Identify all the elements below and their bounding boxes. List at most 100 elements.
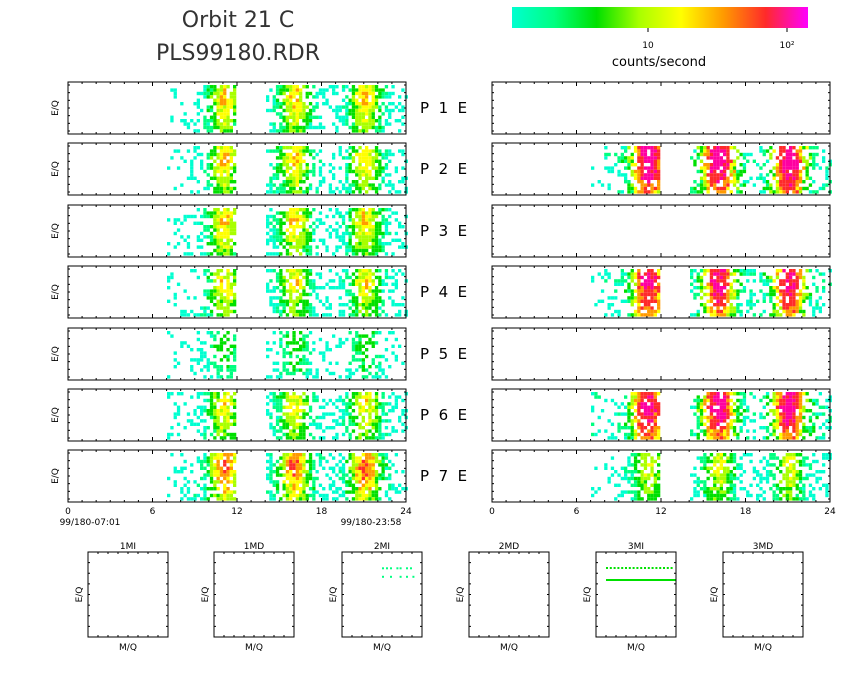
heat-cell — [285, 361, 290, 365]
heat-cell — [355, 125, 359, 130]
heat-cell — [384, 282, 389, 286]
heat-cell — [709, 279, 714, 283]
heat-cell — [709, 405, 714, 409]
heat-cell — [282, 159, 286, 163]
heat-cell — [361, 415, 365, 420]
heat-cell — [374, 88, 379, 92]
heat-cell — [299, 348, 303, 352]
heat-cell — [640, 306, 644, 310]
heat-cell — [742, 453, 747, 457]
heat-cell — [703, 169, 707, 174]
heat-cell — [358, 473, 362, 477]
heat-cell — [759, 149, 763, 153]
heat-cell — [371, 419, 375, 423]
heat-cell — [620, 493, 624, 498]
heat-cell — [765, 476, 770, 481]
heat-cell — [374, 419, 379, 423]
heat-cell — [226, 149, 230, 153]
heat-cell — [802, 299, 806, 303]
heat-cell — [365, 368, 369, 372]
heat-cell — [802, 429, 806, 433]
heat-cell — [643, 313, 648, 317]
heat-cell — [308, 149, 313, 153]
heat-cell — [299, 186, 303, 191]
heat-cell — [233, 415, 237, 420]
heat-cell — [653, 432, 657, 437]
heat-cell — [295, 85, 299, 89]
heat-cell — [716, 497, 720, 501]
heat-cell — [305, 493, 309, 498]
heat-cell — [305, 334, 309, 338]
heat-cell — [808, 190, 813, 194]
heat-cell — [699, 405, 704, 409]
heat-cell — [723, 419, 727, 423]
heat-cell — [289, 235, 293, 239]
heat-cell — [358, 91, 362, 96]
heat-cell — [167, 275, 171, 280]
colorbar-tick-10: 10 — [642, 41, 654, 51]
heat-cell — [196, 331, 200, 335]
heat-cell — [289, 487, 293, 491]
heat-cell — [703, 459, 707, 464]
heat-cell — [216, 252, 220, 256]
heat-cell — [693, 313, 697, 317]
detector-label: P 4 E — [420, 283, 467, 301]
heat-cell — [302, 303, 306, 307]
heat-cell — [206, 269, 210, 273]
heat-cell — [223, 183, 227, 187]
heat-cell — [226, 292, 230, 297]
heat-cell — [696, 405, 700, 409]
heat-cell — [630, 269, 634, 273]
heat-cell — [378, 231, 382, 236]
heat-cell — [765, 429, 770, 433]
heat-cell — [365, 214, 369, 219]
heat-cell — [341, 85, 346, 89]
heat-cell — [653, 497, 657, 501]
heat-cell — [292, 490, 296, 494]
heat-cell — [789, 480, 793, 484]
heat-cell — [295, 112, 299, 116]
heat-cell — [795, 415, 799, 420]
heat-cell — [378, 306, 382, 310]
heat-cell — [713, 473, 717, 477]
heat-cell — [739, 480, 743, 484]
heat-cell — [653, 480, 657, 484]
heat-cell — [706, 493, 710, 498]
heat-cell — [216, 248, 220, 253]
heat-cell — [275, 105, 280, 109]
heat-cell — [785, 436, 789, 440]
heat-cell — [368, 303, 372, 307]
heat-cell — [216, 422, 220, 426]
heat-cell — [233, 221, 237, 225]
heat-cell — [229, 412, 233, 416]
heat-cell — [282, 365, 286, 369]
heat-cell — [620, 490, 624, 494]
heat-cell — [378, 487, 382, 491]
heat-cell — [219, 176, 224, 180]
heat-cell — [378, 228, 382, 232]
heat-cell — [193, 412, 197, 416]
heatmap-panel — [491, 81, 831, 135]
heat-cell — [815, 146, 819, 150]
heat-cell — [729, 453, 733, 457]
heat-cell — [802, 463, 806, 467]
heat-cell — [365, 231, 369, 236]
heat-cell — [808, 415, 813, 420]
heat-cell — [729, 409, 733, 413]
heat-cell — [322, 221, 326, 225]
heat-cell — [275, 480, 280, 484]
heat-cell — [226, 105, 230, 109]
heat-cell — [653, 286, 657, 290]
heat-cell — [650, 186, 654, 191]
heat-cell — [216, 166, 220, 170]
heat-cell — [822, 149, 826, 153]
heat-cell — [746, 436, 750, 440]
heat-cell — [795, 459, 799, 464]
heat-cell — [167, 436, 171, 440]
heat-cell — [269, 235, 273, 239]
heat-cell — [200, 463, 204, 467]
heat-cell — [338, 149, 342, 153]
heat-cell — [312, 483, 316, 487]
heat-cell — [637, 303, 641, 307]
heat-cell — [305, 402, 309, 406]
